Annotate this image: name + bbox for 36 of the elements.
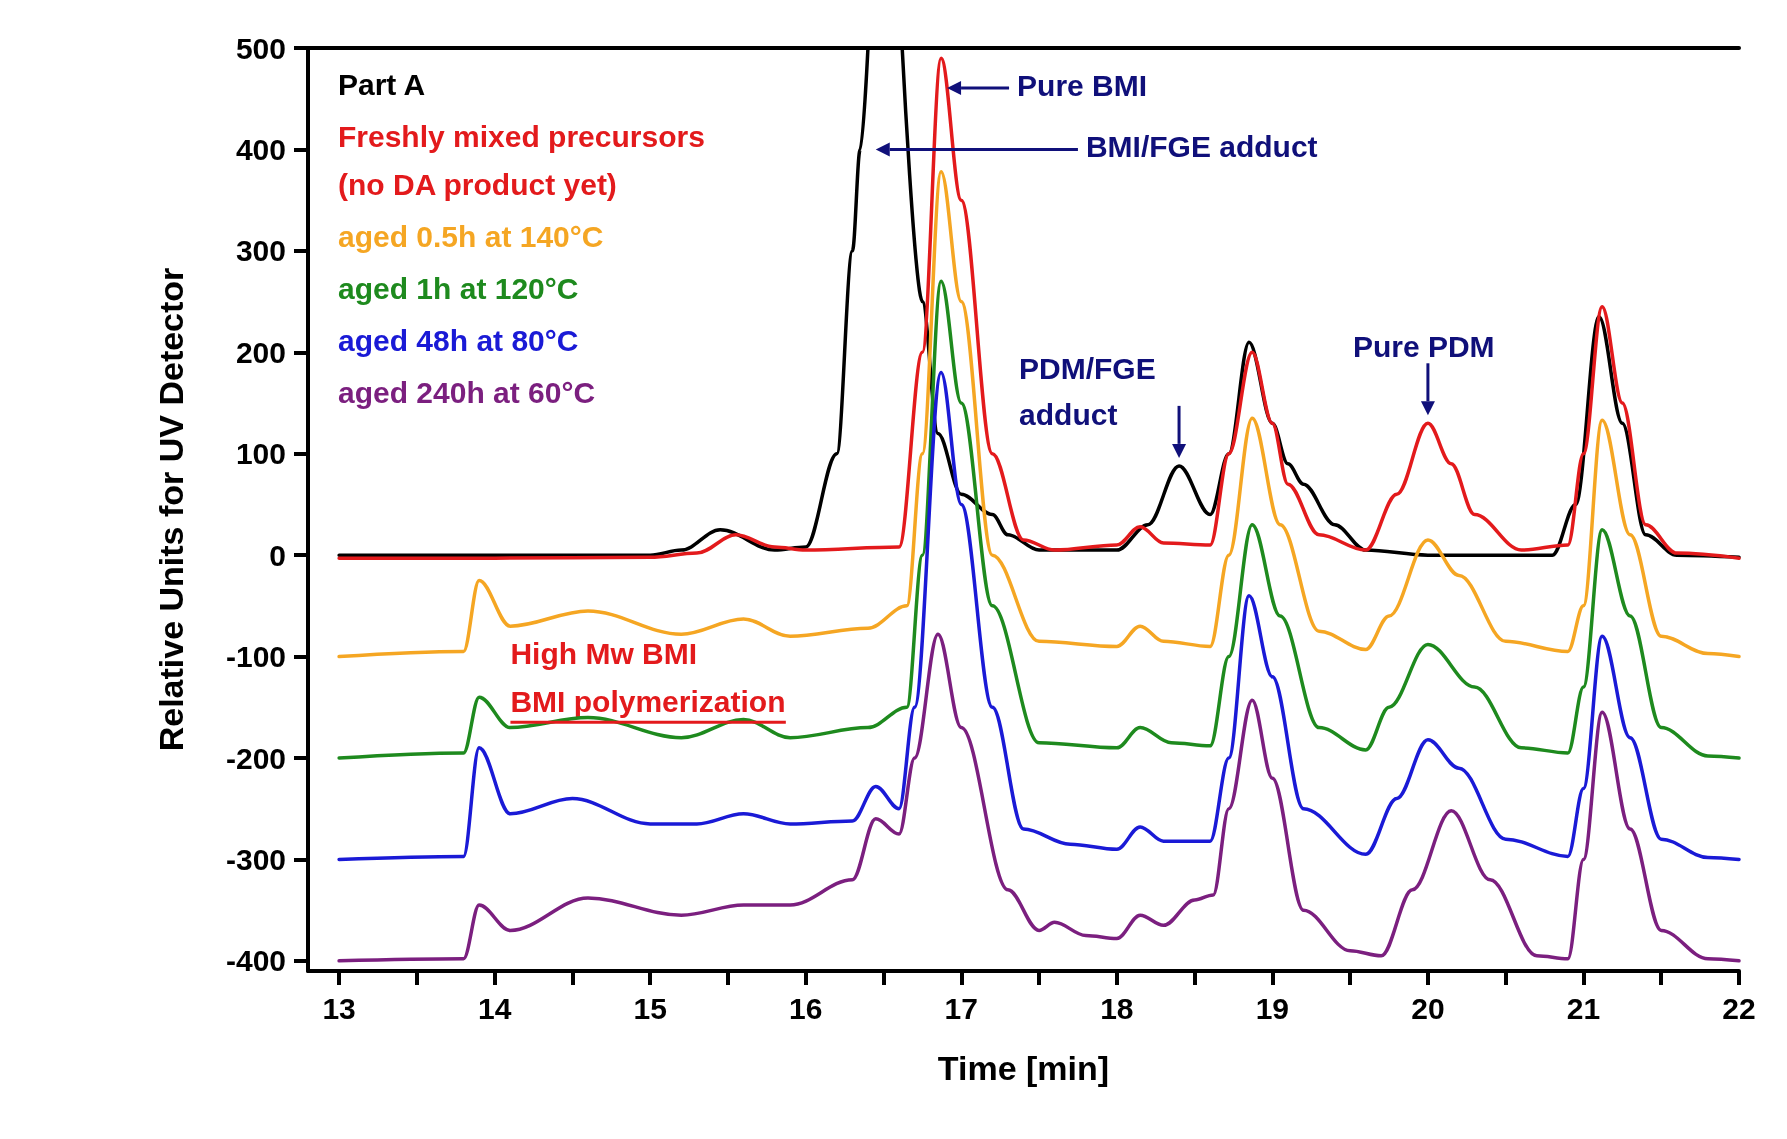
x-tick-label: 16 bbox=[789, 991, 823, 1025]
y-tick-label: -300 bbox=[225, 842, 286, 876]
y-tick-label: -200 bbox=[225, 741, 286, 775]
x-tick-label: 22 bbox=[1722, 991, 1756, 1025]
x-tick-label: 15 bbox=[633, 991, 667, 1025]
y-tick-label: 0 bbox=[269, 538, 286, 572]
y-tick-label: 200 bbox=[235, 335, 286, 369]
y-tick-label: 300 bbox=[235, 234, 286, 268]
text: aged 0.5h at 140°C bbox=[338, 219, 604, 253]
y-tick-label: 400 bbox=[235, 132, 286, 166]
x-tick-label: 19 bbox=[1255, 991, 1290, 1025]
y-tick-label: 500 bbox=[235, 31, 286, 65]
line-series bbox=[337, 279, 1741, 760]
annotation: Pure BMI bbox=[1017, 68, 1148, 102]
x-tick-label: 13 bbox=[322, 991, 356, 1025]
x-tick-label: 20 bbox=[1411, 991, 1445, 1025]
annotation: High Mw BMI bbox=[510, 637, 698, 671]
y-axis-title: Relative Units for UV Detector bbox=[152, 267, 190, 752]
annotation: BMI/FGE adduct bbox=[1085, 129, 1318, 163]
text: Freshly mixed precursors (no DA product yet) bbox=[338, 119, 705, 201]
text: aged 48h at 80°C bbox=[338, 323, 579, 357]
annotation: BMI polymerization bbox=[510, 684, 786, 718]
y-tick-label: 100 bbox=[235, 437, 286, 471]
x-tick-label: 18 bbox=[1100, 991, 1134, 1025]
text: Part A bbox=[338, 67, 426, 101]
text: aged 240h at 60°C bbox=[338, 375, 596, 409]
y-tick-label: -400 bbox=[225, 944, 286, 978]
text: aged 1h at 120°C bbox=[338, 271, 579, 305]
x-tick-label: 14 bbox=[477, 991, 512, 1025]
annotation: PDM/FGE adduct bbox=[1019, 352, 1156, 432]
line-series bbox=[337, 632, 1741, 963]
x-tick-label: 17 bbox=[944, 991, 978, 1025]
annotation: Pure PDM bbox=[1352, 329, 1495, 363]
y-tick-label: -100 bbox=[225, 640, 286, 674]
x-axis-title: Time [min] bbox=[937, 1049, 1110, 1087]
x-tick-label: 21 bbox=[1566, 991, 1601, 1025]
